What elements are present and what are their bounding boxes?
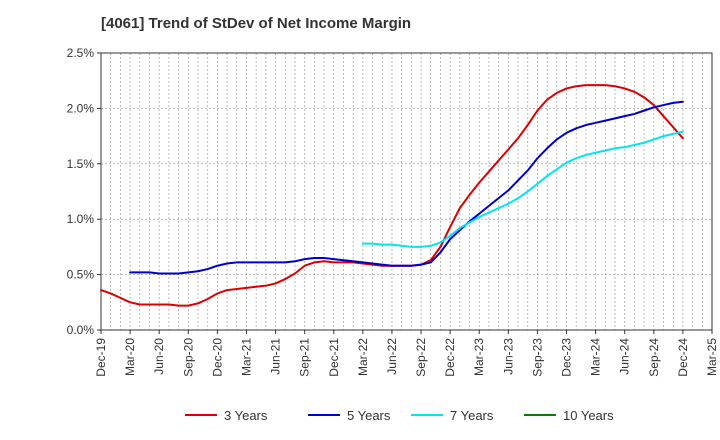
chart-title: [4061] Trend of StDev of Net Income Marg… (101, 15, 412, 32)
legend-label-7-years: 7 Years (450, 408, 494, 423)
legend: 3 Years 5 Years 7 Years 10 Years (185, 408, 614, 423)
y-tick-label: 0.5% (67, 268, 95, 282)
x-tick-label: Sep-22 (414, 338, 428, 377)
x-tick-label: Dec-21 (327, 338, 341, 377)
series-line-5-years (129, 100, 684, 275)
x-tick-label: Jun-23 (501, 338, 515, 375)
x-tick-label: Dec-22 (443, 338, 457, 377)
y-axis-ticks: 0.0% 0.5% 1.0% 1.5% 2.0% 2.5% (67, 46, 101, 337)
y-tick-label: 1.0% (67, 212, 95, 226)
x-tick-label: Sep-21 (298, 338, 312, 377)
x-tick-label: Mar-22 (356, 338, 370, 376)
x-tick-label: Jun-24 (618, 338, 632, 375)
x-tick-label: Mar-21 (239, 338, 253, 376)
x-tick-label: Jun-21 (269, 338, 283, 375)
x-tick-label: Mar-25 (705, 338, 719, 376)
x-axis-ticks: Dec-19 Mar-20 Jun-20 Sep-20 Dec-20 Mar-21 Jun-… (94, 330, 719, 377)
x-tick-label: Dec-23 (560, 338, 574, 377)
x-tick-label: Sep-20 (181, 338, 195, 377)
legend-label-10-years: 10 Years (563, 408, 614, 423)
series-line-7-years (361, 130, 684, 248)
legend-label-5-years: 5 Years (347, 408, 391, 423)
x-tick-label: Dec-19 (94, 338, 108, 377)
x-tick-label: Jun-22 (385, 338, 399, 375)
plot-frame (100, 52, 713, 331)
x-tick-label: Sep-23 (530, 338, 544, 377)
x-tick-label: Sep-24 (647, 338, 661, 377)
series-layer (100, 84, 684, 307)
x-tick-label: Jun-20 (152, 338, 166, 375)
y-tick-label: 1.5% (67, 157, 95, 171)
x-tick-label: Mar-23 (472, 338, 486, 376)
legend-label-3-years: 3 Years (224, 408, 268, 423)
x-tick-label: Mar-20 (123, 338, 137, 376)
y-tick-label: 2.5% (67, 46, 95, 60)
x-tick-label: Dec-20 (210, 338, 224, 377)
plot-background (101, 53, 712, 330)
grid-layer (101, 53, 712, 330)
x-tick-label: Dec-24 (676, 338, 690, 377)
y-tick-label: 2.0% (67, 101, 95, 115)
x-tick-label: Mar-24 (589, 338, 603, 376)
y-tick-label: 0.0% (67, 323, 95, 337)
